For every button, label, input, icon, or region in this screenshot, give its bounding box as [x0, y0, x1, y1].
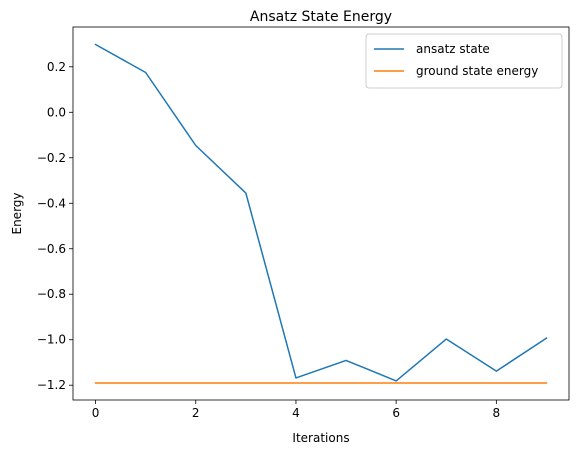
series-line-0: [94, 43, 548, 382]
legend: ansatz state ground state energy: [365, 33, 563, 89]
legend-frame: [365, 33, 563, 89]
x-tick-label: 2: [192, 406, 200, 420]
x-tick-label: 6: [392, 406, 400, 420]
series-layer: [94, 43, 548, 384]
y-tick-label: −0.8: [37, 287, 66, 301]
y-tick-label: −0.4: [37, 196, 66, 210]
x-tick-label: 4: [292, 406, 300, 420]
y-axis: −1.2 −1.0 −0.8 −0.6 −0.4 −0.2 0.0 0.2: [37, 60, 73, 392]
axes-spines: [72, 26, 570, 401]
y-tick-label: −0.2: [37, 151, 66, 165]
x-tick-label: 0: [92, 406, 100, 420]
chart-title: Ansatz State Energy: [250, 9, 392, 25]
y-tick-label: 0.0: [47, 105, 66, 119]
y-axis-label: Energy: [10, 192, 24, 234]
x-axis-label: Iterations: [292, 431, 349, 445]
y-tick-label: 0.2: [47, 60, 66, 74]
legend-label-ground-state-energy: ground state energy: [416, 64, 538, 78]
y-tick-label: −1.2: [37, 378, 66, 392]
axes-frame: [72, 26, 570, 401]
legend-label-ansatz-state: ansatz state: [416, 42, 490, 56]
y-tick-label: −1.0: [37, 333, 66, 347]
plot-area: [73, 27, 569, 400]
x-axis: 0 2 4 6 8: [92, 400, 500, 420]
x-tick-label: 8: [493, 406, 501, 420]
y-tick-label: −0.6: [37, 242, 66, 256]
